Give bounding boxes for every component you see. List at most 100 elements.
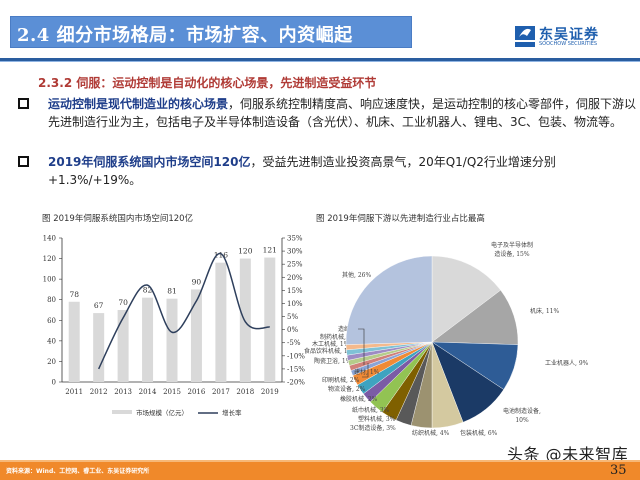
- footer-accent: [0, 460, 640, 462]
- page-title: 2.4 细分市场格局：市场扩容、内资崛起: [17, 25, 353, 46]
- x-tick-label: 2014: [139, 388, 157, 396]
- left-tick-label: 20: [47, 358, 56, 366]
- bar-value-label: 120: [238, 247, 253, 256]
- watermark: 头条 @未来智库: [507, 445, 629, 464]
- pie-label: 机床, 11%: [530, 307, 559, 315]
- right-tick-label: -10%: [287, 352, 305, 360]
- pie-label: 陶瓷卫浴, 1%: [314, 357, 352, 365]
- bar-value-label: 116: [214, 251, 229, 260]
- bar-2013: [117, 310, 129, 382]
- bar-value-label: 90: [192, 277, 202, 286]
- pie-label: 印刷机械, 2%: [322, 376, 360, 384]
- page-number: 35: [610, 463, 627, 478]
- leader-line: [362, 363, 369, 378]
- bar-2016: [190, 289, 202, 382]
- growth-rate-line: [97, 252, 270, 370]
- bar-chart-title: 图 2019年伺服系统国内市场空间120亿: [42, 214, 194, 224]
- checkbox-bullet-icon: [18, 98, 29, 109]
- bullet-1-body: ，伺服系统控制精度高、响应速度快，是运动控制的核心零部件，伺服下游以先进制造行业…: [48, 97, 637, 129]
- pie-slice: [345, 255, 433, 345]
- right-tick-label: 35%: [287, 235, 303, 243]
- pie-label: 包装机械, 6%: [460, 429, 498, 437]
- right-tick-label: -5%: [287, 339, 301, 347]
- logo-text-cn: 东吴证券: [539, 27, 599, 43]
- pie-label: 3C制造设备, 3%: [350, 424, 396, 432]
- downstream-share-pie-chart: 电子及半导体制造设备, 15% 机床, 11% 工业机器人, 9% 电池制造设备, 10…: [304, 241, 589, 437]
- footer-bar: [0, 462, 640, 480]
- pie-label: 电子及半导体制: [491, 241, 533, 249]
- left-tick-label: 120: [43, 255, 56, 263]
- right-tick-label: 0%: [287, 326, 298, 334]
- bar-value-label: 81: [167, 287, 177, 296]
- pie-label: 10%: [515, 417, 529, 424]
- bar-value-label: 82: [143, 286, 153, 295]
- header-divider: [0, 58, 640, 61]
- logo-text-en: SOOCHOW SECURITIES: [539, 41, 598, 47]
- pie-label: 塑料机械, 3%: [358, 415, 396, 423]
- pie-label: 木工机械, 1%: [312, 340, 350, 348]
- right-tick-label: 10%: [287, 300, 303, 308]
- legend-bar-label: 市场规模（亿元）: [136, 408, 188, 417]
- pie-label: 橡胶机械, 2%: [340, 395, 378, 403]
- right-tick-label: -15%: [287, 365, 305, 373]
- bar-2014: [142, 297, 154, 382]
- pie-label: 建材, 1%: [354, 368, 380, 376]
- left-tick-label: 0: [52, 379, 56, 387]
- left-tick-label: 60: [47, 317, 56, 325]
- bar-2019: [264, 257, 276, 382]
- pie-label: 食品饮料机械, 1%: [304, 347, 354, 355]
- left-tick-label: 80: [47, 296, 56, 304]
- pie-chart-title: 图 2019年伺服下游以先进制造行业占比最高: [316, 214, 485, 224]
- pie-label: 工业机器人, 9%: [545, 359, 589, 367]
- legend-line-label: 增长率: [222, 408, 242, 417]
- left-tick-label: 40: [47, 337, 56, 345]
- company-logo: 东吴证券 SOOCHOW SECURITIES: [515, 24, 635, 50]
- x-tick-label: 2017: [212, 388, 230, 396]
- pie-label: 纺织机械, 4%: [412, 429, 450, 437]
- bar-2012: [93, 313, 105, 382]
- bar-value-label: 67: [94, 301, 104, 310]
- source-note: 资料来源：Wind、工控网、睿工业、东吴证券研究所: [6, 468, 150, 475]
- left-tick-label: 140: [43, 235, 56, 243]
- pie-label: 造设备, 15%: [494, 250, 529, 258]
- pie-label: 其他, 26%: [342, 271, 371, 279]
- bar-2018: [239, 258, 251, 382]
- title-banner: 2.4 细分市场格局：市场扩容、内资崛起: [10, 16, 412, 48]
- header-divider-light: [0, 61, 640, 62]
- pie-slice: [431, 255, 501, 343]
- section-subtitle: 2.3.2 伺服：运动控制是自动化的核心场景，先进制造受益环节: [38, 76, 377, 90]
- bar-2015: [166, 298, 178, 382]
- legend-bar-swatch: [112, 410, 132, 414]
- bullet-2-highlight: 2019年伺服系统国内市场空间120亿: [48, 155, 251, 169]
- right-tick-label: -20%: [287, 379, 305, 387]
- pie-label: 纸巾机械, 3%: [352, 406, 390, 414]
- right-tick-label: 25%: [287, 261, 303, 269]
- checkbox-bullet-icon: [18, 156, 29, 167]
- right-tick-label: 5%: [287, 313, 298, 321]
- bullet-2-text: 2019年伺服系统国内市场空间120亿，受益先进制造业投资高景气，20年Q1/Q…: [48, 153, 638, 189]
- right-tick-label: 30%: [287, 248, 303, 256]
- right-tick-label: 20%: [287, 274, 303, 282]
- market-size-bar-line-chart: 0 20 40 60 80 100 120 140 -20% -15% -10% -5% 0% 5% 10%…: [43, 235, 306, 418]
- right-tick-label: 15%: [287, 287, 303, 295]
- logo-icon: [515, 26, 535, 47]
- x-tick-label: 2011: [65, 388, 83, 396]
- left-tick-label: 100: [43, 276, 56, 284]
- bar-value-label: 70: [118, 298, 128, 307]
- pie-label: 电池制造设备,: [503, 407, 541, 415]
- x-tick-label: 2016: [188, 388, 206, 396]
- bar-2011: [68, 301, 80, 382]
- bar-2017: [215, 262, 227, 382]
- x-tick-label: 2013: [114, 388, 132, 396]
- bullet-2-body: ，受益先进制造业投资高景气，20年Q1/Q2行业增速分别+1.3%/+19%。: [48, 155, 556, 187]
- pie-label: 物流设备, 2%: [328, 385, 366, 393]
- bullet-1-highlight: 运动控制是现代制造业的核心场景: [48, 97, 229, 111]
- x-tick-label: 2015: [163, 388, 181, 396]
- bar-value-label: 78: [69, 290, 79, 299]
- x-tick-label: 2018: [236, 388, 254, 396]
- pie-label: 制药机械, 1%: [320, 333, 358, 341]
- x-tick-label: 2019: [261, 388, 279, 396]
- bullet-1-text: 运动控制是现代制造业的核心场景，伺服系统控制精度高、响应速度快，是运动控制的核心…: [48, 95, 638, 131]
- bar-value-label: 121: [263, 246, 277, 255]
- x-tick-label: 2012: [90, 388, 108, 396]
